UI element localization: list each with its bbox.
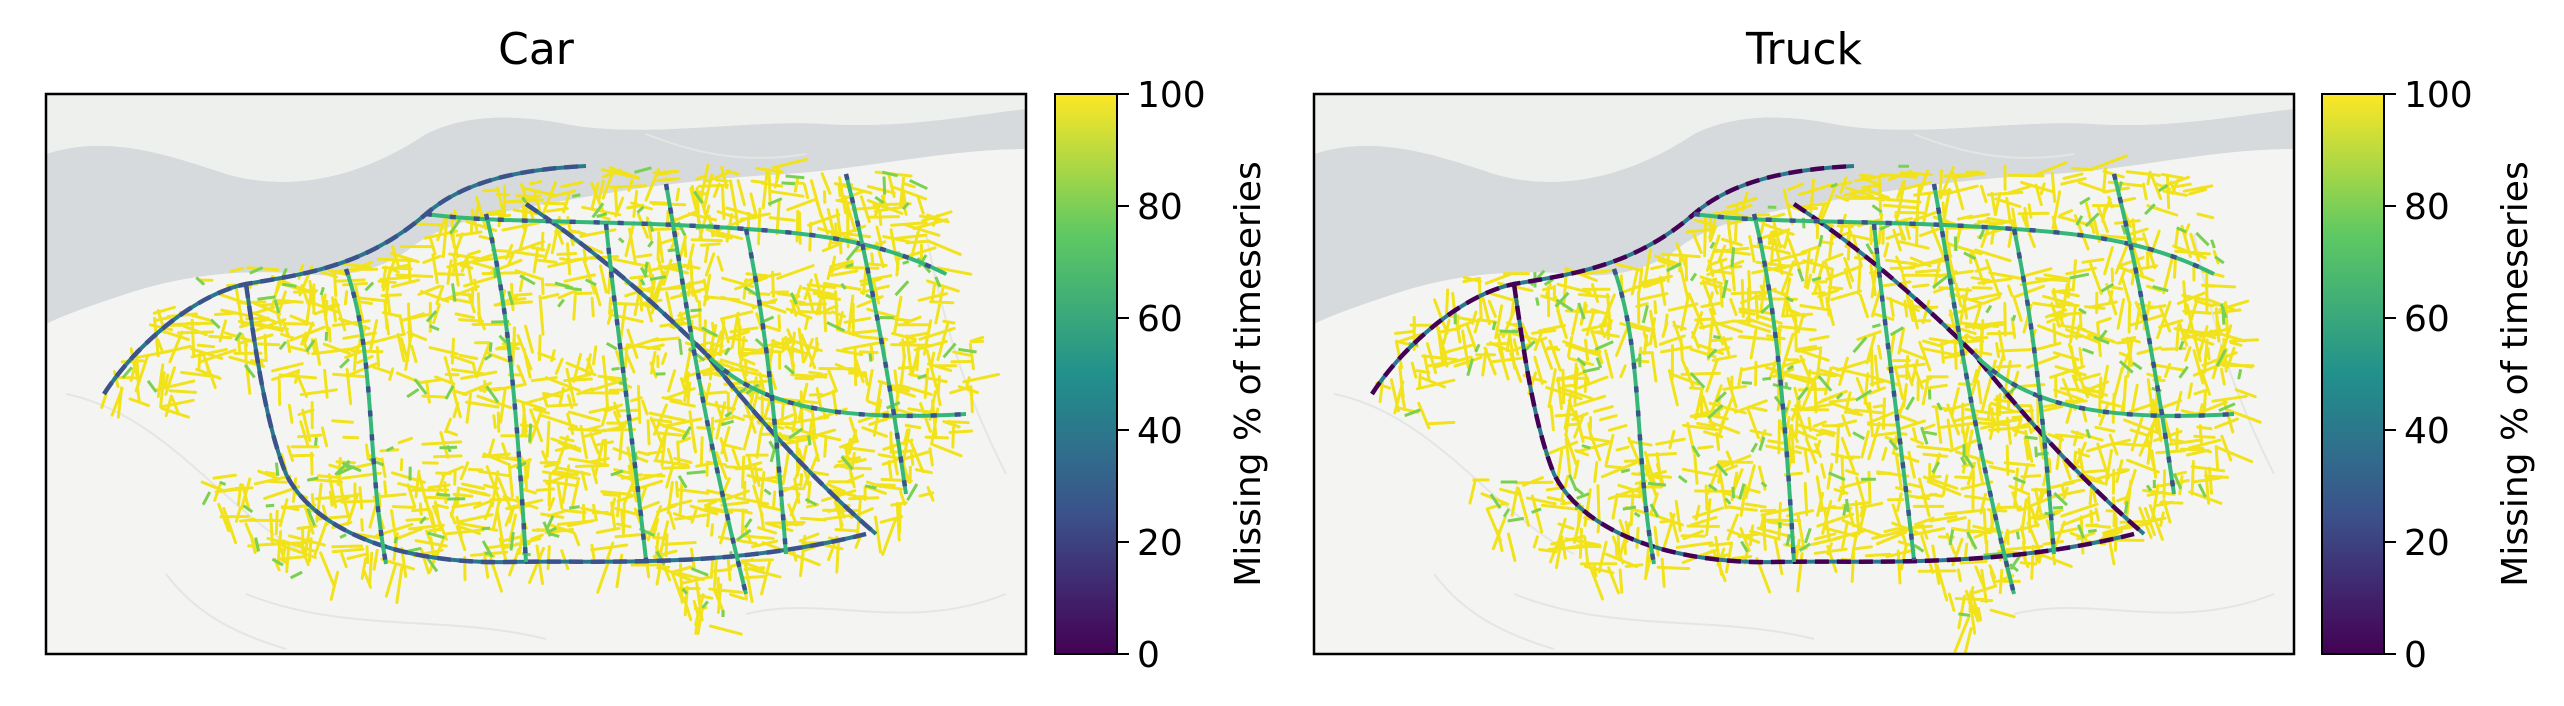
major-road-low-missing (1693, 211, 2216, 277)
colorbar: 0 20 40 60 80 100 Missing % of timeseries (2321, 75, 2536, 676)
major-road-low-missing (425, 211, 948, 277)
major-road (2012, 228, 2056, 555)
major-road (344, 268, 388, 565)
colorbar-label: Missing % of timeseries (1228, 161, 1269, 586)
partial-coverage-roads (121, 166, 977, 617)
colorbar-tick-label: 0 (1137, 635, 1160, 676)
colorbar-tick-label: 60 (2404, 299, 2450, 340)
map-frame (1312, 92, 2296, 656)
major-road (604, 223, 648, 561)
major-road (1752, 213, 1796, 563)
major-road (2112, 173, 2176, 495)
colorbar-tick-label: 60 (1137, 299, 1183, 340)
major-road (1872, 223, 1916, 561)
major-road-low-missing (704, 352, 967, 419)
road-network (1370, 154, 2262, 654)
colorbar-tick-label: 80 (1137, 187, 1183, 228)
map-area (46, 94, 1026, 654)
major-road-low-missing (524, 202, 878, 536)
colorbar: 0 20 40 60 80 100 Missing % of timeseries (1054, 75, 1269, 676)
map-area (1314, 94, 2294, 654)
panel-car: Car 0 20 40 60 80 100 Missing % of timeseries (44, 24, 1269, 676)
major-road (244, 283, 867, 565)
major-road-low-missing (102, 163, 587, 396)
colorbar-tick-label: 20 (1137, 523, 1183, 564)
major-road (1512, 283, 2135, 565)
colorbar-tick-label: 40 (2404, 411, 2450, 452)
colorbar-tick-label: 80 (2404, 187, 2450, 228)
major-road-low-missing (1370, 163, 1855, 396)
colorbar-tick-label: 100 (2404, 75, 2473, 116)
major-road (1612, 268, 1656, 565)
major-road-low-missing (1972, 352, 2235, 419)
colorbar-tick-label: 0 (2404, 635, 2427, 676)
panel-title: Car (498, 24, 575, 75)
major-road (844, 173, 908, 495)
major-road-low-missing (1792, 202, 2146, 536)
colorbar-gradient (2321, 93, 2385, 655)
colorbar-tick-label: 100 (1137, 75, 1206, 116)
colorbar-ticks: 0 20 40 60 80 100 (2384, 75, 2473, 676)
minor-roads (100, 157, 1000, 636)
road-network (100, 157, 1000, 636)
major-road (484, 213, 528, 563)
colorbar-gradient (1054, 93, 1118, 655)
colorbar-label: Missing % of timeseries (2495, 161, 2536, 586)
colorbar-tick-label: 20 (2404, 523, 2450, 564)
colorbar-ticks: 0 20 40 60 80 100 (1117, 75, 1206, 676)
minor-roads (1375, 154, 2262, 654)
major-road-low-missing (1931, 183, 2017, 595)
panel-title: Truck (1745, 24, 1863, 75)
panel-truck: Truck 0 20 40 60 80 100 Missing % of timeseri… (1312, 24, 2536, 676)
major-road-low-missing (663, 183, 749, 595)
map-frame (44, 92, 1028, 656)
major-road (744, 228, 788, 555)
colorbar-tick-label: 40 (1137, 411, 1183, 452)
